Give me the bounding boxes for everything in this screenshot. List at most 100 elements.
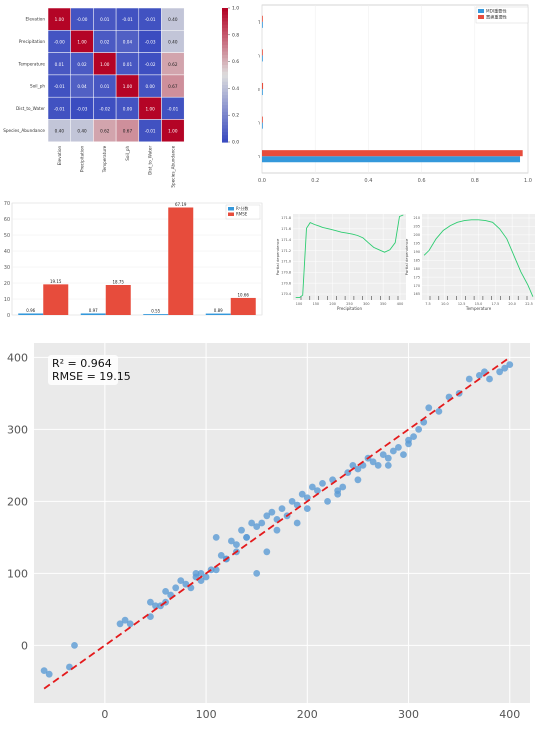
colorbar-segment	[222, 85, 228, 89]
scatter-point	[152, 602, 159, 610]
bar-value-label: 18.75	[113, 280, 125, 285]
y-tick-label: 400	[7, 351, 28, 364]
colorbar-tick-label: 0.8	[232, 32, 239, 38]
x-tick-label: 0.0	[258, 178, 266, 184]
metric-bar	[230, 297, 256, 315]
legend-swatch	[478, 9, 484, 13]
y-tick-label: Elevation	[258, 154, 260, 160]
colorbar-tick-label: 0.4	[232, 86, 239, 92]
y-tick-label: 171.6	[281, 227, 291, 231]
colorbar-segment	[222, 8, 228, 12]
scatter-point	[233, 541, 240, 548]
x-tick-label: 20.0	[508, 302, 516, 306]
heatmap-col-label: Temperature	[102, 145, 107, 173]
bar-value-label: 10.66	[238, 292, 250, 297]
heatmap-cell-label: 1.00	[123, 84, 133, 89]
bar-value-label: 0.89	[214, 308, 223, 313]
scatter-point	[435, 408, 443, 415]
scatter-point	[147, 598, 154, 606]
y-tick-label: 200	[7, 495, 28, 508]
heatmap-cell-label: 1.00	[55, 17, 65, 22]
scatter-point	[384, 462, 392, 469]
y-tick-label: 0	[7, 313, 10, 319]
heatmap-cell-label: 0.00	[145, 84, 155, 89]
bar-value-label: 19.15	[50, 279, 62, 284]
scatter-point	[425, 404, 433, 412]
heatmap-row-label: Precipitation	[19, 39, 46, 44]
scatter-point	[374, 462, 382, 469]
y-tick-label: 210	[414, 216, 420, 220]
x-tick-label: 100	[196, 708, 217, 721]
colorbar-segment	[222, 41, 228, 46]
x-tick-label: 100	[296, 302, 302, 306]
heatmap-cell-label: -0.03	[77, 106, 88, 111]
heatmap-svg: 1.00 -0.00 0.01 -0.01 -0.01 0.40 Elevation Elev…	[3, 6, 239, 188]
colorbar-segment	[222, 115, 228, 120]
pd-line	[423, 219, 534, 297]
scatter-point	[339, 483, 347, 491]
heatmap-cell-label: 1.00	[100, 62, 110, 67]
y-tick-label: Soil_ph	[258, 121, 260, 127]
scatter-point	[192, 570, 200, 577]
x-axis-label: Precipitation	[337, 306, 362, 311]
legend-label: MDI重要性	[486, 8, 507, 15]
heatmap-cell-label: -0.02	[145, 62, 156, 67]
colorbar-segment	[222, 68, 228, 73]
scatter-point	[263, 512, 271, 520]
y-tick-label: 60	[4, 217, 10, 223]
x-tick-label: 200	[297, 708, 318, 721]
colorbar-segment	[222, 108, 228, 113]
y-axis-label: Partial dependence	[275, 238, 280, 275]
y-tick-label: 170.8	[281, 270, 291, 274]
colorbar-segment	[222, 44, 228, 49]
heatmap-cell-label: 0.40	[168, 39, 178, 44]
scatter-point	[405, 436, 412, 444]
heatmap-cell-label: 0.04	[123, 39, 133, 44]
scatter-point	[334, 490, 342, 498]
x-tick-label: 22.5	[525, 302, 533, 306]
scatter-point	[212, 534, 220, 541]
y-tick-label: 50	[4, 233, 10, 239]
scatter-svg: 0 100 200 300 400 0 100 200 300 400 R² = 0.964RMSE…	[7, 343, 530, 721]
colorbar-tick-label: 0.0	[232, 140, 239, 146]
y-tick-label: 100	[7, 567, 28, 580]
y-tick-label: 170.4	[281, 292, 291, 296]
heatmap-cell-label: 1.00	[77, 39, 87, 44]
scatter-point	[475, 372, 483, 379]
colorbar-segment	[222, 91, 228, 96]
x-tick-label: 10.0	[441, 302, 449, 306]
heatmap-cell-label: -0.01	[145, 17, 156, 22]
metrics-svg: 0 10 20 30 40 50 60 70 0.96 19.15 0.97 18.75 0.55 67.…	[4, 201, 263, 319]
reference-line	[43, 356, 511, 690]
scatter-point	[197, 570, 205, 577]
x-tick-label: 200	[329, 302, 335, 306]
bar-value-label: 0.55	[151, 309, 160, 314]
x-tick-label: 400	[397, 302, 403, 306]
colorbar-segment	[222, 121, 228, 126]
colorbar-segment	[222, 61, 228, 66]
colorbar-segment	[222, 48, 228, 53]
scatter-point	[243, 534, 250, 541]
y-tick-label: NDVI	[258, 20, 260, 26]
importance-bar	[262, 156, 521, 163]
heatmap-cell-label: -0.01	[167, 106, 178, 111]
annotation-box	[48, 355, 118, 385]
scatter-point	[308, 483, 316, 491]
heatmap-cell-label: -0.01	[122, 17, 133, 22]
heatmap-cell-label: 0.00	[123, 106, 133, 111]
y-tick-label: 205	[414, 225, 420, 229]
colorbar-segment	[222, 11, 228, 16]
heatmap-cell-label: -0.02	[99, 106, 110, 111]
scatter-point	[263, 548, 271, 556]
scatter-point	[410, 433, 417, 440]
scatter-point	[465, 375, 473, 383]
scatter-point	[349, 462, 357, 469]
heatmap-cell-label: -0.01	[145, 129, 156, 134]
heatmap-cell-label: 0.62	[168, 62, 178, 67]
y-tick-label: 171.4	[281, 238, 291, 242]
colorbar-segment	[222, 75, 228, 79]
heatmap-cell-label: 0.67	[168, 84, 178, 89]
colorbar-segment	[222, 21, 228, 26]
scatter-point	[253, 570, 261, 577]
heatmap-cell-label: 0.40	[77, 129, 87, 134]
